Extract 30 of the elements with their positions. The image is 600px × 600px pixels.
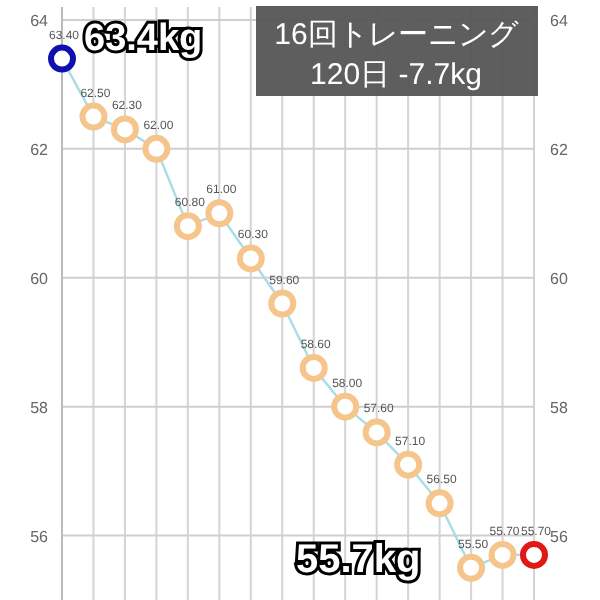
annotation: 120日 -7.7kg xyxy=(310,58,482,92)
point xyxy=(142,134,171,163)
point xyxy=(394,450,423,479)
point xyxy=(48,44,76,73)
point xyxy=(457,553,486,582)
annotation: 63.4kg xyxy=(84,18,203,60)
point xyxy=(331,392,360,421)
point xyxy=(268,289,297,318)
point xyxy=(110,115,139,144)
y2-tick-label: 58 xyxy=(550,398,569,417)
point xyxy=(488,540,517,569)
annotation: 16回トレーニング xyxy=(274,18,520,52)
annotation: 55.7kg xyxy=(296,538,421,582)
point xyxy=(299,353,328,382)
y2-tick-label: 62 xyxy=(550,140,569,159)
point xyxy=(79,102,108,131)
y2-tick-label: 64 xyxy=(550,11,569,30)
point xyxy=(205,199,234,228)
point xyxy=(362,418,391,447)
y2-tick-label: 56 xyxy=(550,527,569,546)
point xyxy=(173,212,202,241)
y2-tick-label: 60 xyxy=(550,269,569,288)
y-tick-label: 56 xyxy=(30,527,50,546)
y-tick-label: 64 xyxy=(30,11,50,30)
y-tick-label: 60 xyxy=(30,269,50,288)
point xyxy=(520,540,548,569)
y-tick-label: 62 xyxy=(30,140,50,159)
point xyxy=(425,489,454,518)
point xyxy=(236,244,265,273)
y-tick-label: 58 xyxy=(30,398,50,417)
